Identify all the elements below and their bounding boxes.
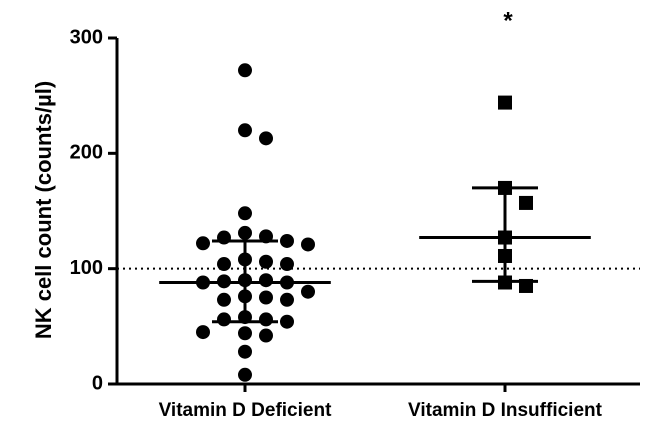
data-point xyxy=(259,328,273,343)
data-point xyxy=(259,131,273,146)
data-point xyxy=(238,63,252,78)
data-point xyxy=(217,292,231,307)
data-point xyxy=(280,314,294,329)
y-axis-label: NK cell count (counts/µl) xyxy=(31,81,56,339)
data-point xyxy=(238,123,252,138)
data-point xyxy=(259,273,273,288)
x-tick-label: Vitamin D Deficient xyxy=(159,400,332,421)
data-point xyxy=(217,257,231,272)
data-point xyxy=(519,195,533,210)
data-point xyxy=(259,254,273,269)
x-tick-label: Vitamin D Insufficient xyxy=(408,400,603,421)
data-point xyxy=(259,290,273,305)
data-point xyxy=(301,237,315,252)
y-tick-label: 300 xyxy=(70,26,103,48)
data-point xyxy=(238,367,252,382)
data-point xyxy=(238,344,252,359)
annotation: * xyxy=(503,7,513,34)
data-point xyxy=(280,292,294,307)
data-point xyxy=(259,312,273,327)
data-point xyxy=(238,206,252,221)
data-point xyxy=(217,312,231,327)
data-point xyxy=(238,225,252,240)
y-tick-label: 200 xyxy=(70,142,103,164)
y-tick-label: 0 xyxy=(92,372,103,394)
data-point xyxy=(301,284,315,299)
data-point xyxy=(280,257,294,272)
data-point xyxy=(238,326,252,341)
data-point xyxy=(196,236,210,251)
data-point xyxy=(280,233,294,248)
data-point xyxy=(196,325,210,340)
y-tick-label: 100 xyxy=(70,257,103,279)
data-point xyxy=(498,95,512,110)
